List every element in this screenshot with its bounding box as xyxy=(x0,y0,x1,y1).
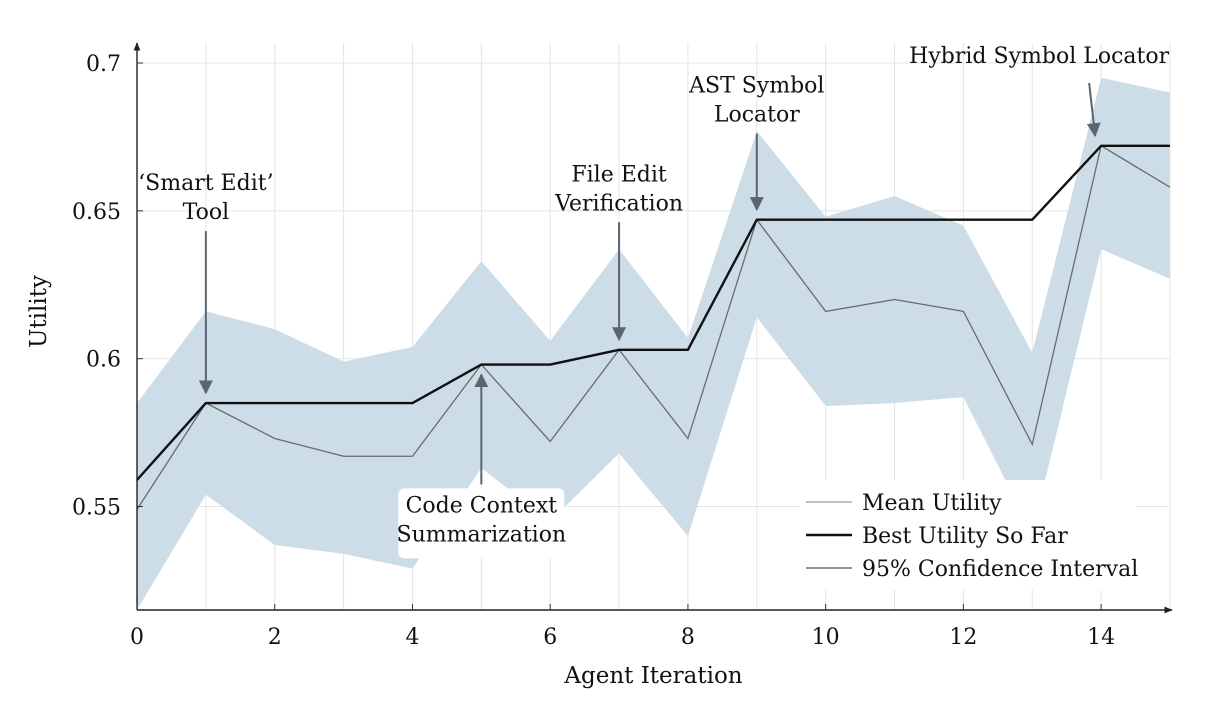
x-tick-label: 8 xyxy=(681,625,695,650)
legend-label-confidence-interval: 95% Confidence Interval xyxy=(862,557,1138,582)
annotation-label: Summarization xyxy=(397,522,567,547)
x-axis-title: Agent Iteration xyxy=(563,663,742,689)
annotation: Code Context Summarization xyxy=(397,373,567,559)
y-tick-label: 0.65 xyxy=(72,200,121,225)
confidence-interval-band xyxy=(137,77,1170,610)
legend-label-best-utility: Best Utility So Far xyxy=(862,524,1068,549)
y-tick-label: 0.6 xyxy=(86,348,121,373)
annotation-label: Hybrid Symbol Locator xyxy=(909,44,1169,69)
annotation-label: Code Context xyxy=(406,493,558,518)
x-tick-label: 2 xyxy=(268,625,282,650)
mean-utility-line xyxy=(136,144,1171,510)
x-tick-label: 14 xyxy=(1087,625,1115,650)
legend-background xyxy=(800,480,1136,590)
y-axis-title: Utility xyxy=(26,275,52,348)
legend: Mean Utility Best Utility So Far 95% Con… xyxy=(800,480,1138,590)
y-tick-label: 0.55 xyxy=(72,496,121,521)
annotation-box xyxy=(398,488,565,559)
x-tick-label: 0 xyxy=(130,625,144,650)
annotation-label: AST Symbol xyxy=(688,74,824,99)
annotation-arrow xyxy=(1086,82,1101,138)
annotation-label: ‘Smart Edit’ xyxy=(138,171,273,196)
annotation-label: Locator xyxy=(714,103,800,128)
annotation: File Edit Verification xyxy=(554,162,683,342)
x-tick-label: 10 xyxy=(812,625,840,650)
annotation: Hybrid Symbol Locator xyxy=(909,44,1170,138)
x-tick-label: 12 xyxy=(949,625,977,650)
axes xyxy=(133,42,1173,614)
x-tick-label: 4 xyxy=(405,625,419,650)
x-tick-label: 6 xyxy=(543,625,557,650)
legend-label-mean-utility: Mean Utility xyxy=(862,491,1002,516)
annotation-label: Verification xyxy=(554,191,683,216)
annotation-label: Tool xyxy=(183,200,230,225)
annotation-label: File Edit xyxy=(571,162,667,187)
annotation: AST Symbol Locator xyxy=(688,74,824,212)
best-utility-line xyxy=(136,144,1170,481)
annotation: ‘Smart Edit’ Tool xyxy=(138,171,274,395)
y-tick-label: 0.7 xyxy=(86,52,121,77)
annotations: ‘Smart Edit’ Tool Code Context Summarizatio… xyxy=(138,44,1170,559)
axis-ticks: 0 2 4 6 8 10 12 14 0.55 0.6 0.65 0.7 xyxy=(72,52,1115,650)
